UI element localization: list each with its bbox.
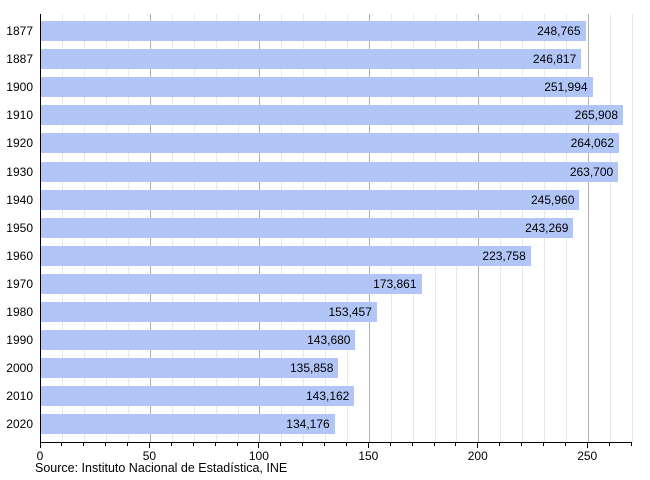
bar-1877: 248,765	[41, 21, 586, 41]
bar-value-label: 173,861	[373, 276, 417, 291]
bar-value-label: 143,680	[307, 333, 351, 348]
year-label: 1980	[6, 305, 33, 319]
bar-value-label: 153,457	[328, 305, 372, 319]
year-label: 1940	[6, 192, 33, 207]
bar-1920: 264,062	[41, 133, 619, 154]
x-tick-label: 250	[577, 449, 598, 463]
x-minor-tick	[170, 443, 172, 446]
bar-value-label: 265,908	[574, 108, 619, 123]
year-label: 1910	[6, 108, 33, 123]
year-label: 2000	[6, 361, 33, 376]
bar-2000: 135,858	[41, 358, 339, 379]
bar-value-label: 251,994	[544, 80, 588, 95]
x-minor-tick	[608, 443, 610, 446]
x-minor-tick	[280, 443, 282, 446]
x-axis: 0 50 100 150 200 250	[36, 443, 632, 467]
year-label: 1900	[6, 80, 33, 95]
bar-1970: 173,861	[41, 273, 422, 294]
bar-1910: 265,908	[41, 105, 624, 126]
x-minor-tick	[389, 443, 391, 446]
bar-value-label: 143,162	[305, 389, 350, 404]
bar-value-label: 245,960	[530, 192, 575, 207]
x-minor-tick	[521, 443, 523, 446]
x-major-tick	[258, 443, 260, 448]
bar-1980: 153,457	[41, 302, 377, 322]
year-label: 1950	[6, 220, 33, 235]
bar-1940: 245,960	[41, 189, 580, 210]
year-label: 1920	[6, 136, 33, 151]
bar-2010: 143,162	[41, 386, 355, 407]
year-label: 1930	[6, 164, 33, 179]
x-tick-label: 50	[142, 449, 157, 463]
bar-1900: 251,994	[41, 77, 593, 98]
bar-1960: 223,758	[41, 245, 531, 266]
bar-value-label: 246,817	[532, 52, 577, 67]
x-major-tick	[586, 443, 588, 448]
major-gridline	[587, 14, 589, 442]
year-label: 2010	[6, 389, 33, 404]
bar-value-label: 134,176	[286, 417, 330, 432]
bar-1990: 143,680	[41, 330, 356, 351]
minor-gridline	[631, 14, 633, 442]
bar-1950: 243,269	[41, 217, 574, 238]
bar-value-label: 248,765	[537, 24, 581, 38]
year-label: 2020	[6, 417, 33, 432]
bar-value-label: 223,758	[482, 248, 526, 263]
bar-value-label: 263,700	[569, 164, 614, 179]
x-minor-tick	[345, 443, 347, 446]
x-minor-tick	[499, 443, 501, 446]
x-minor-tick	[192, 443, 194, 446]
year-label: 1877	[6, 24, 33, 38]
x-major-tick	[477, 443, 479, 448]
x-minor-tick	[324, 443, 326, 446]
x-tick-label: 150	[358, 449, 379, 463]
x-minor-tick	[83, 443, 85, 446]
year-label: 1990	[6, 333, 33, 348]
x-minor-tick	[302, 443, 304, 446]
x-minor-tick	[236, 443, 238, 446]
bar-1930: 263,700	[41, 161, 619, 182]
year-label: 1960	[6, 248, 33, 263]
bar-value-label: 243,269	[525, 220, 569, 235]
year-label: 1970	[6, 276, 33, 291]
x-minor-tick	[61, 443, 63, 446]
bar-1887: 246,817	[41, 49, 582, 70]
bar-value-label: 135,858	[289, 361, 334, 376]
x-minor-tick	[214, 443, 216, 446]
year-label: 1887	[6, 52, 33, 67]
x-major-tick	[148, 443, 150, 448]
x-major-tick	[40, 443, 41, 448]
bar-value-label: 264,062	[570, 136, 614, 151]
x-minor-tick	[630, 443, 632, 446]
plot-area: 248,765 246,817 251,994 265,908 264,062 263,7…	[40, 14, 633, 443]
x-tick-label: 100	[248, 449, 269, 463]
x-tick-label: 0	[36, 449, 44, 463]
x-minor-tick	[542, 443, 544, 446]
x-minor-tick	[564, 443, 566, 446]
x-minor-tick	[105, 443, 107, 446]
x-minor-tick	[127, 443, 129, 446]
x-major-tick	[367, 443, 369, 448]
y-axis-year-labels: 1877 1887 1900 1910 1920 1930 1940 1950 1960 1970…	[0, 14, 36, 442]
source-caption: Source: Instituto Nacional de Estadístic…	[35, 461, 288, 475]
x-minor-tick	[411, 443, 413, 446]
bar-2020: 134,176	[41, 414, 335, 435]
x-minor-tick	[455, 443, 457, 446]
x-minor-tick	[433, 443, 435, 446]
x-tick-label: 200	[467, 449, 488, 463]
minor-gridline	[609, 14, 611, 442]
